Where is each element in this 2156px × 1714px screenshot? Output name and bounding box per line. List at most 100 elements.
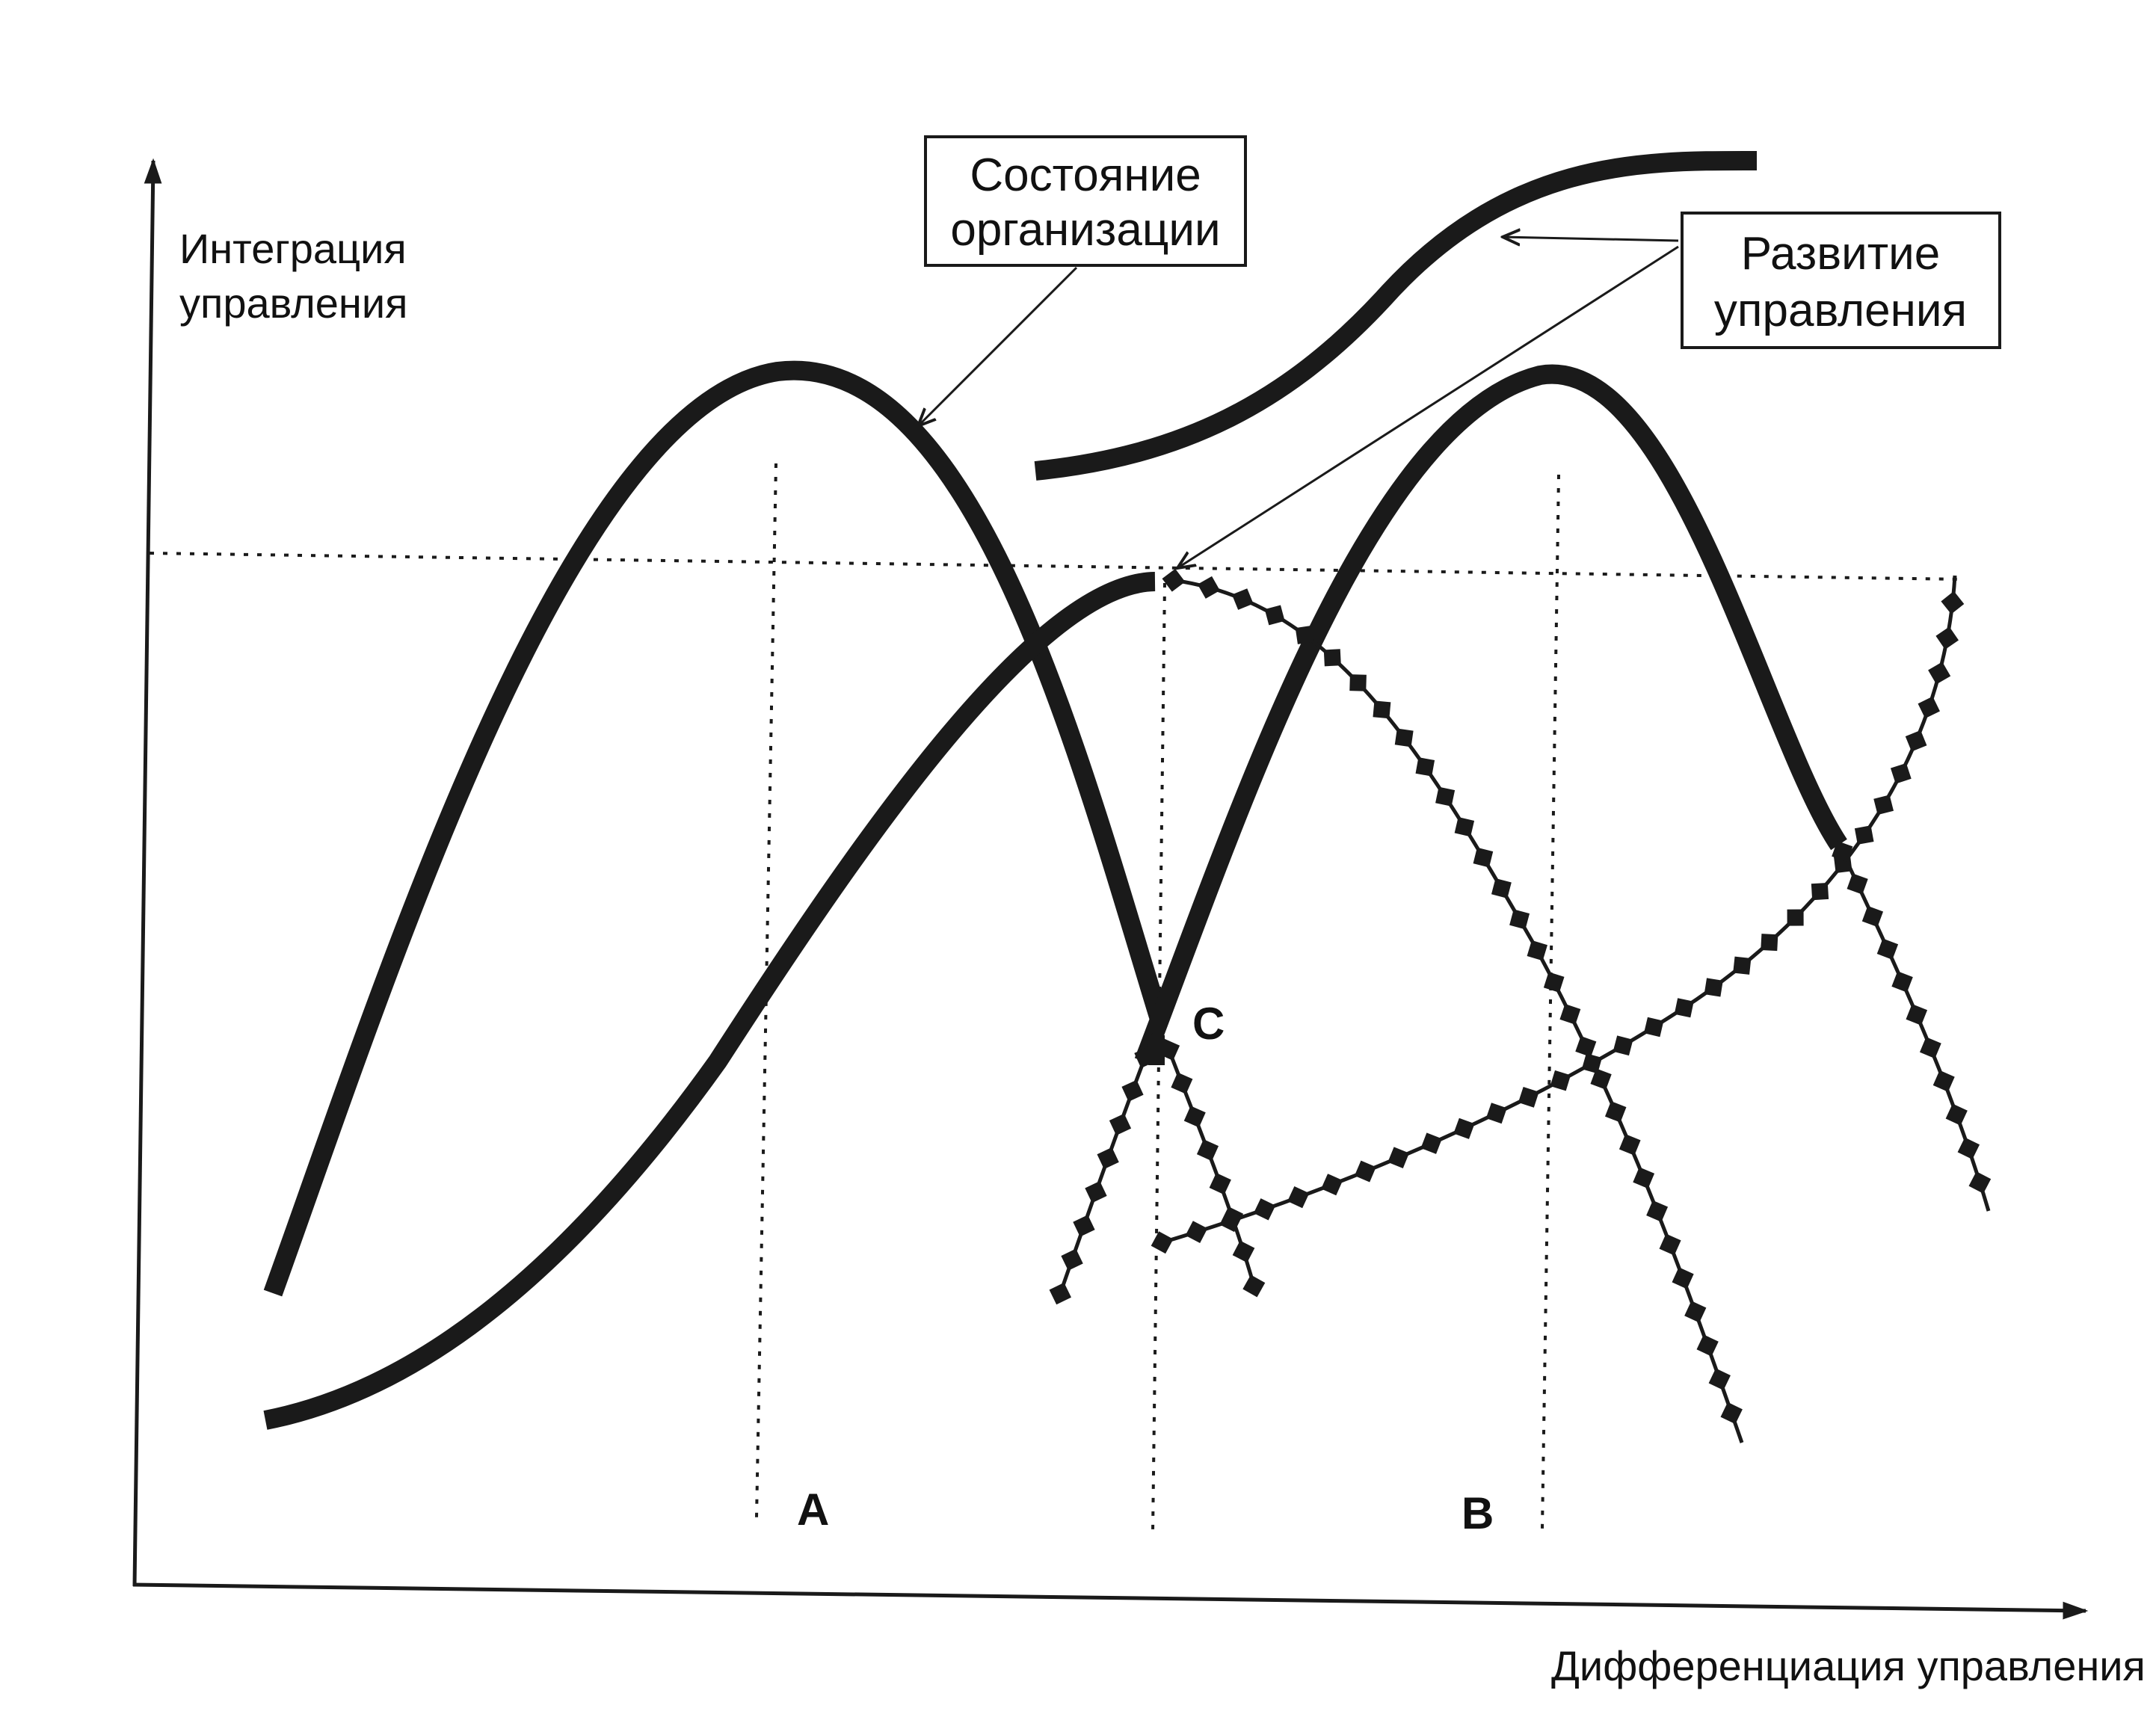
cross-mark [1097, 1147, 1119, 1170]
cross-mark [1873, 795, 1894, 816]
cross-mark [1646, 1200, 1669, 1222]
cross-mark [1509, 909, 1530, 930]
cross-mark [1643, 1017, 1664, 1038]
cross-mark [1633, 1167, 1655, 1189]
y-axis-label-line1: Интеграция [179, 225, 407, 272]
cross-mark [1891, 971, 1913, 993]
cross-mark [1485, 1103, 1507, 1124]
cross-mark [1323, 649, 1341, 667]
cross-mark [1861, 905, 1884, 928]
cross-mark [1945, 1103, 1968, 1126]
cross-mark [1672, 1267, 1694, 1289]
development-curve-2 [1034, 150, 1758, 481]
callout-development-box [1681, 212, 2001, 349]
callout-development-line1: Развитие [1741, 228, 1941, 280]
vertical-guide-b [1541, 474, 1560, 1529]
cross-mark [1618, 1134, 1641, 1156]
x-axis-label: Дифференциация управления [1551, 1642, 2146, 1689]
cross-mark [1957, 1137, 1980, 1160]
solid-curves [263, 150, 1847, 1430]
cross-mark [1185, 1221, 1208, 1243]
cross-mark [1696, 1334, 1719, 1357]
cross-mark [1720, 1402, 1743, 1425]
cross-mark [1890, 762, 1912, 784]
cross-mark [1847, 873, 1868, 895]
callout-state-box [924, 135, 1247, 267]
cross-mark [1061, 1248, 1083, 1271]
cross-mark [1242, 1274, 1266, 1298]
cross-mark [1420, 1132, 1442, 1154]
cross-mark [1550, 1070, 1571, 1091]
cross-mark [1590, 1068, 1612, 1090]
callout-development-line2: управления [1714, 285, 1967, 336]
cross-mark [1171, 1072, 1193, 1094]
cross-mark [1604, 1101, 1627, 1123]
cross-mark [1415, 757, 1435, 777]
cross-mark [1232, 1240, 1255, 1263]
cross-mark [1811, 882, 1829, 901]
cross-mark [1674, 998, 1694, 1018]
cross-mark [1684, 1301, 1707, 1323]
cross-mark [1575, 1036, 1597, 1058]
cross-mark [1454, 816, 1475, 837]
cross-mark [1543, 972, 1565, 993]
cross-mark [1151, 1231, 1174, 1254]
state-curve-1 [263, 360, 1168, 1297]
hatched-curve-dev-ext [1154, 575, 1957, 1247]
cross-mark [1121, 1079, 1144, 1102]
hatched-curve-marks [1049, 568, 1992, 1425]
horizontal-guide [149, 552, 1963, 581]
cross-mark [1453, 1118, 1475, 1139]
cross-mark [1321, 1174, 1343, 1196]
cross-mark [1787, 909, 1804, 926]
cross-mark [1295, 625, 1314, 644]
cross-mark [1196, 1139, 1219, 1162]
cross-mark [1394, 728, 1414, 747]
hatched-curve-state-ext [1165, 577, 1744, 1443]
cross-mark [1109, 1113, 1132, 1135]
callout-state: Состояние организации [918, 135, 1247, 426]
cross-mark [1733, 956, 1752, 975]
y-axis-label-line2: управления [179, 280, 407, 327]
point-c-intersection [1148, 1035, 1165, 1065]
cross-mark [1197, 576, 1220, 599]
cross-mark [1581, 1053, 1603, 1074]
cross-mark [1905, 730, 1927, 752]
cross-mark [1906, 1004, 1928, 1026]
point-label-b: В [1462, 1488, 1494, 1538]
cross-mark [1085, 1181, 1107, 1203]
cross-mark [1491, 878, 1512, 898]
cross-mark [1941, 591, 1965, 614]
cross-mark [1287, 1186, 1310, 1209]
cross-mark [1473, 847, 1494, 868]
cross-mark [1832, 840, 1853, 863]
cross-mark [1162, 568, 1186, 592]
cross-mark [1613, 1035, 1633, 1056]
cross-mark [1559, 1003, 1581, 1025]
cross-mark [1854, 825, 1874, 845]
callout-development: Развитие управления [1177, 212, 2001, 568]
cross-mark [1253, 1198, 1276, 1221]
y-axis [132, 158, 162, 1587]
cross-mark [1659, 1233, 1681, 1256]
development-curve-1 [263, 572, 1156, 1430]
cross-mark [1518, 1086, 1539, 1108]
x-axis [132, 1582, 2089, 1620]
cross-mark [1918, 696, 1940, 719]
cross-mark [1928, 662, 1951, 685]
callout-development-pointer-top [1503, 237, 1679, 241]
cross-mark [1932, 1070, 1955, 1092]
cross-mark [1935, 626, 1959, 650]
point-label-a: А [797, 1485, 829, 1535]
cross-mark [1349, 674, 1367, 691]
cross-mark [1373, 700, 1391, 719]
cross-mark [1073, 1215, 1095, 1237]
cross-mark [1354, 1160, 1376, 1183]
cross-mark [1919, 1037, 1941, 1059]
callout-development-pointer-bottom [1177, 245, 1679, 568]
state-curve-2 [1134, 364, 1847, 1065]
point-label-c: С [1192, 999, 1225, 1049]
cross-mark [1704, 978, 1723, 997]
cross-mark [1049, 1282, 1071, 1305]
